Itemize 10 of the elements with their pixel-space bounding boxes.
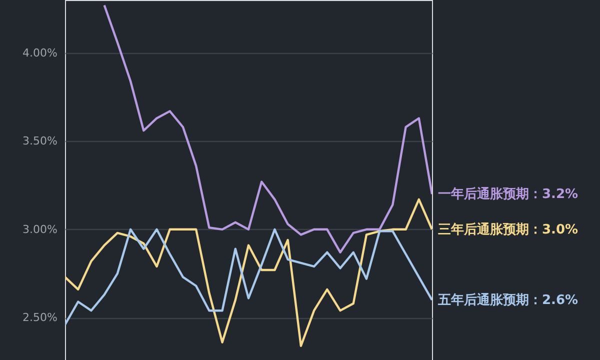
line-series <box>65 198 432 347</box>
line-series <box>65 228 432 326</box>
y-tick-label: 3.00% <box>22 222 58 236</box>
y-tick-label: 2.50% <box>22 311 58 324</box>
series-label: 一年后通胀预期：3.2% <box>438 186 578 202</box>
series-label: 三年后通胀预期：3.0% <box>438 221 578 238</box>
series-label: 五年后通胀预期：2.6% <box>437 292 578 308</box>
y-tick-label: 3.50% <box>22 134 58 148</box>
y-tick-label: 4.00% <box>22 46 58 60</box>
line-series <box>103 4 432 254</box>
